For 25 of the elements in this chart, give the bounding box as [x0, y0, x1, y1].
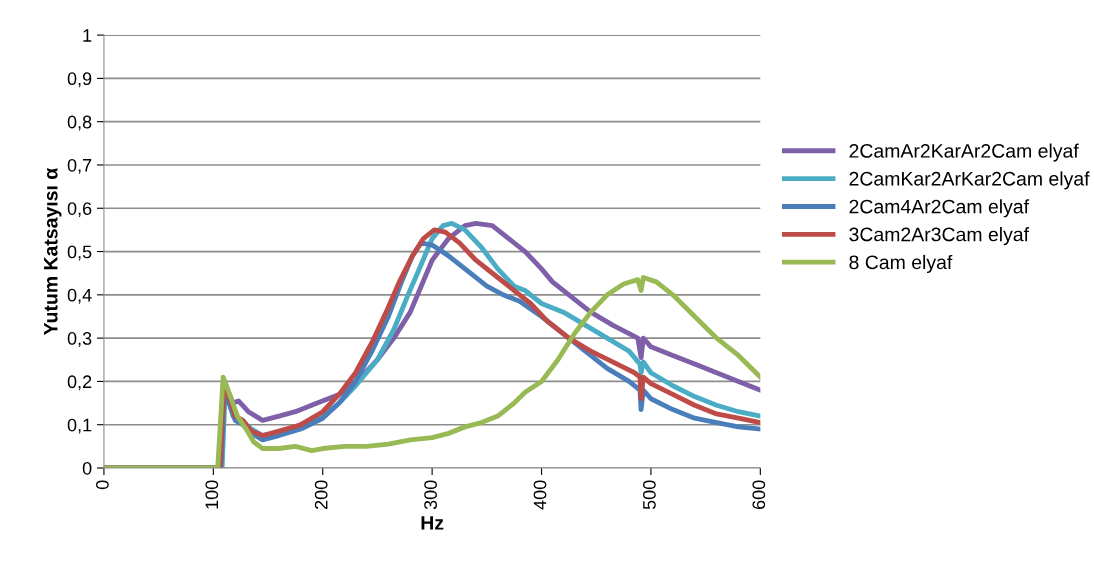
y-tick-label: 0,8 [67, 115, 92, 131]
y-tick-label: 1 [83, 29, 92, 42]
y-tick-label: 0,6 [67, 202, 92, 218]
y-tick-label: 0 [82, 461, 92, 475]
legend-label: 3Cam2Ar3Cam elyaf [849, 227, 1030, 246]
legend-label: 2CamAr2KarAr2Cam elyaf [849, 143, 1079, 162]
x-axis-title: Hz [421, 516, 444, 530]
legend-label: 2Cam4Ar2Cam elyaf [849, 199, 1030, 218]
x-tick-label: 0 [95, 480, 109, 490]
y-tick-label: 0,3 [67, 332, 92, 347]
x-tick-label: 100 [205, 480, 219, 509]
y-tick-label: 0,2 [67, 375, 92, 391]
x-tick-label: 500 [642, 480, 656, 510]
y-axis-title: Yutum Katsayısı α [44, 167, 62, 335]
legend-label: 2CamKar2ArKar2Cam elyaf [849, 171, 1090, 190]
x-tick-label: 600 [752, 480, 766, 510]
y-tick-label: 0,4 [67, 288, 92, 304]
x-tick-label: 300 [424, 480, 437, 510]
y-tick-label: 0,7 [67, 158, 92, 174]
y-tick-label: 0,5 [67, 245, 92, 261]
x-tick-label: 400 [533, 480, 547, 510]
legend-label: 8 Cam elyaf [849, 254, 953, 274]
y-tick-label: 0,9 [67, 72, 92, 88]
x-tick-label: 200 [314, 480, 328, 510]
y-tick-label: 0,1 [67, 418, 92, 434]
